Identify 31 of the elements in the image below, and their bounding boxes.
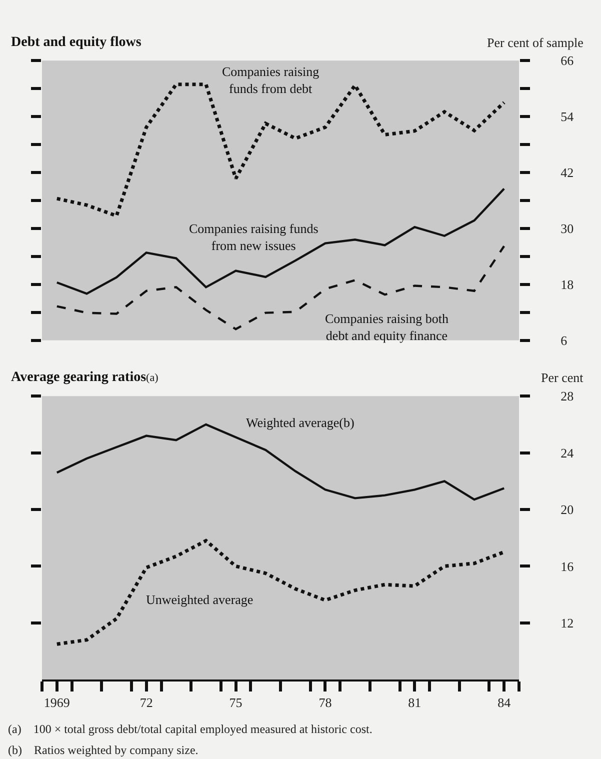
annotation: Companies raising funds from debt <box>222 64 320 96</box>
chart-title: Debt and equity flows <box>11 35 142 50</box>
x-tick-label: 78 <box>318 695 332 710</box>
x-tick-label: 75 <box>229 695 242 710</box>
y-tick-label: 66 <box>560 53 574 68</box>
y-tick-label: 20 <box>560 502 574 518</box>
chart-title: Average gearing ratios(a) <box>11 370 159 385</box>
x-tick-label: 84 <box>498 695 512 710</box>
x-tick-label: 81 <box>408 695 422 710</box>
y-tick-label: 12 <box>560 615 574 630</box>
annotation: Weighted average(b) <box>246 415 354 430</box>
text: (a) 100 × total gross debt/total capital employed measured at historic cost. <box>8 722 372 736</box>
line-series <box>55 538 506 646</box>
x-tick-label: 1969 <box>44 695 70 710</box>
y-tick-label: 6 <box>560 332 568 348</box>
annotation: Companies raising funds from new issues <box>189 221 318 253</box>
y-axis-title: Per cent <box>541 370 584 385</box>
y-tick-label: 24 <box>560 445 574 460</box>
annotation: Unweighted average <box>146 592 254 607</box>
line-series <box>56 188 506 295</box>
y-tick-label: 30 <box>560 220 574 236</box>
y-axis-title: Per cent of sample <box>487 35 584 50</box>
y-tick-label: 54 <box>560 109 574 124</box>
y-tick-label: 42 <box>560 165 574 180</box>
line-series <box>55 82 506 218</box>
x-tick-label: 72 <box>140 695 153 710</box>
text: (b) Ratios weighted by company size. <box>8 743 198 757</box>
y-tick-label: 16 <box>560 558 574 574</box>
y-tick-label: 18 <box>560 276 574 292</box>
y-tick-label: 28 <box>560 388 574 404</box>
annotation: Companies raising both debt and equity finance <box>325 311 449 343</box>
